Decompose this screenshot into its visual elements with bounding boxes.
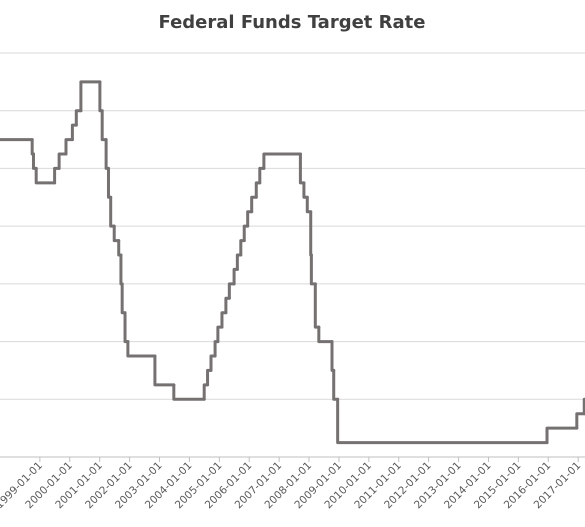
rate-step (213, 340, 220, 358)
rate-step (70, 123, 78, 142)
rate-step (172, 383, 206, 401)
rate-step (330, 340, 336, 372)
rate-step (262, 152, 302, 170)
rate-step (30, 138, 35, 156)
rate-step (332, 368, 340, 401)
rate-step (302, 181, 309, 199)
rate-step (98, 80, 104, 113)
rate-step (53, 166, 61, 185)
rate-step (112, 224, 121, 243)
rate-step (575, 412, 585, 430)
rate-step (545, 426, 579, 445)
rate-step (250, 195, 258, 214)
rate-step (239, 239, 246, 257)
rate-step (242, 224, 250, 243)
rate-step (104, 138, 110, 170)
rate-step (227, 282, 236, 300)
rate-step (235, 253, 243, 271)
rate-step (224, 296, 231, 315)
rate-step (216, 325, 224, 344)
rate-step (109, 195, 116, 228)
rate-step (100, 109, 108, 142)
rate-step (336, 397, 549, 445)
rate-step (119, 253, 124, 286)
rate-step (123, 311, 130, 344)
chart-title: Federal Funds Target Rate (159, 12, 426, 33)
rate-step (34, 166, 57, 185)
rate-step (206, 368, 213, 387)
rate-step (57, 152, 68, 170)
rate-step (31, 152, 38, 170)
rate-step (64, 138, 74, 156)
rate-step (309, 210, 313, 257)
rate-step (126, 340, 157, 358)
rate-step (258, 166, 266, 185)
rate-step (313, 282, 321, 329)
rate-step (117, 239, 123, 257)
rate-step (254, 181, 262, 199)
rate-step (153, 354, 176, 387)
rate-step (106, 166, 113, 199)
rate-step (220, 311, 228, 329)
rate-step (74, 109, 83, 127)
rate-step (317, 325, 334, 344)
rate-step (202, 383, 210, 401)
rate-step (246, 210, 254, 228)
rate-step (209, 354, 217, 372)
rate-step (309, 253, 317, 286)
rate-step (120, 282, 127, 315)
rate-step (79, 80, 102, 113)
rate-step (305, 195, 313, 214)
rate-step (232, 267, 239, 286)
